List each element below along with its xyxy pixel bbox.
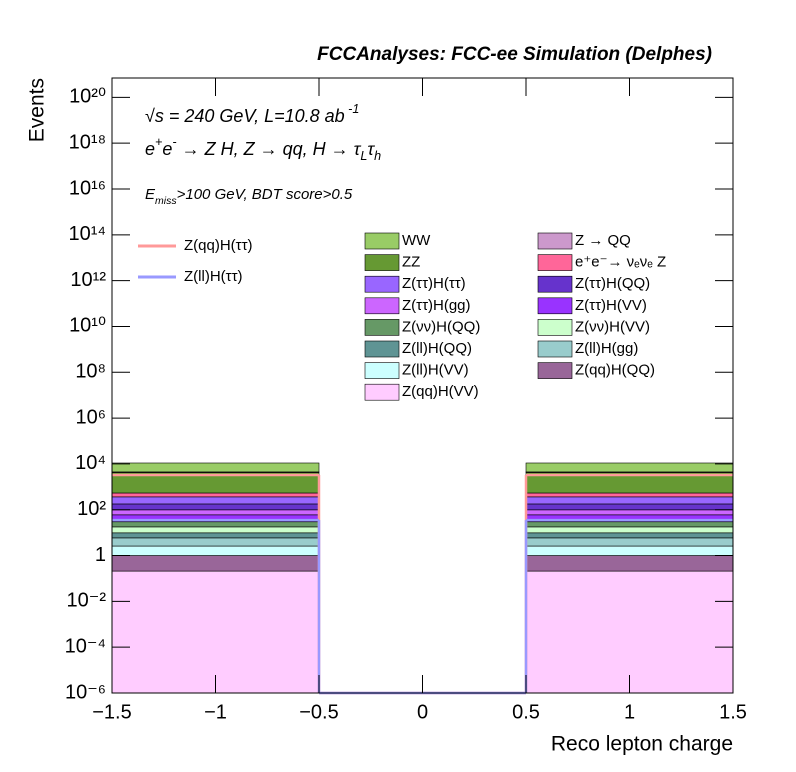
- legend-swatch: [537, 362, 573, 379]
- legend-label: Z(qq)H(QQ): [575, 362, 655, 379]
- legend-swatch: [364, 297, 400, 315]
- legend-label: Z(ττ)H(gg): [402, 297, 471, 314]
- y-tick-label: 10¹⁴: [69, 223, 107, 245]
- histogram-segment: [111, 570, 320, 694]
- histogram-segment: [525, 570, 734, 694]
- legend-swatch: [364, 232, 400, 250]
- histogram-segment: [525, 509, 734, 516]
- histogram-segment: [111, 532, 320, 539]
- x-tick-label: −0.5: [299, 701, 338, 723]
- x-tick-label: 0: [417, 701, 428, 723]
- annotation: Emiss>100 GeV, BDT score>0.5: [145, 186, 353, 207]
- y-tick-label: 10¹⁰: [69, 315, 106, 337]
- annotation-part: +: [155, 135, 162, 149]
- histogram-segment: [525, 526, 734, 534]
- legend-swatch: [364, 275, 400, 293]
- legend-swatch: [364, 319, 400, 336]
- y-tick-label: 10⁻⁴: [65, 635, 106, 657]
- legend-swatch: [364, 362, 400, 379]
- y-tick-label: 10¹²: [70, 269, 106, 291]
- x-tick-label: 1: [624, 701, 635, 723]
- legend-label: Z(ll)H(VV): [402, 362, 469, 379]
- annotation-part: miss: [155, 195, 177, 207]
- histogram-segment: [111, 537, 320, 547]
- histogram-segment: [111, 545, 320, 556]
- legend-swatch: [537, 319, 573, 336]
- legend-label: Z(qq)H(VV): [402, 383, 479, 400]
- annotation: √s = 240 GeV, L=10.8 ab -1: [145, 102, 359, 125]
- annotation-part: -: [172, 135, 176, 149]
- y-tick-label: 10¹⁶: [69, 177, 106, 199]
- y-tick-label: 10⁻⁶: [65, 681, 106, 703]
- histogram-segment: [525, 503, 734, 511]
- legend-label: Z(qq)H(ττ): [184, 237, 253, 254]
- annotation-part: >100 GeV, BDT score>0.5: [177, 186, 353, 203]
- y-axis-label: Events: [26, 78, 49, 142]
- annotation-part: L: [360, 149, 367, 163]
- legend-label: Z(νν)H(VV): [575, 318, 650, 335]
- annotation-part: h: [374, 149, 381, 163]
- histogram-segment: [525, 521, 734, 528]
- histogram-segment: [111, 496, 320, 505]
- legend-swatch: [364, 254, 400, 271]
- histogram-segment: [111, 509, 320, 516]
- x-tick-label: 1.5: [719, 701, 747, 723]
- histogram-segment: [525, 532, 734, 539]
- histogram-segment: [525, 537, 734, 547]
- legend-label: WW: [402, 232, 431, 249]
- y-tick-label: 10²⁰: [69, 86, 106, 108]
- y-tick-label: 1: [95, 544, 106, 566]
- histogram-segment: [111, 503, 320, 511]
- y-tick-label: 10⁴: [75, 452, 106, 474]
- histogram-segment: [525, 496, 734, 505]
- y-tick-label: 10⁶: [76, 406, 106, 428]
- legend-swatch: [537, 340, 573, 358]
- legend-label: Z(ττ)H(ττ): [402, 275, 466, 292]
- x-axis-label: Reco lepton charge: [551, 733, 733, 756]
- y-tick-label: 10⁸: [75, 361, 106, 383]
- legend-swatch: [537, 275, 573, 293]
- histogram-segment: [111, 462, 320, 473]
- y-tick-label: 10¹⁸: [69, 131, 106, 153]
- annotation-part: E: [145, 186, 156, 203]
- legend-swatch: [364, 383, 400, 401]
- histogram-segment: [111, 492, 320, 498]
- legend-label: Z(ll)H(QQ): [402, 340, 472, 357]
- histogram-segment: [525, 555, 734, 572]
- legend-label: ZZ: [402, 254, 420, 271]
- legend-label: Z(ll)H(ττ): [184, 268, 243, 285]
- chart-title: FCCAnalyses: FCC-ee Simulation (Delphes): [317, 44, 712, 65]
- legend-swatch: [537, 297, 573, 315]
- histogram-segment: [525, 462, 734, 473]
- legend-label: e⁺e⁻→ νₑνₑ Z: [575, 254, 666, 271]
- histogram-segment: [111, 526, 320, 534]
- legend-swatch: [537, 232, 573, 250]
- x-tick-label: 0.5: [512, 701, 540, 723]
- annotation-part: τ: [367, 139, 375, 159]
- annotation-part: e: [162, 139, 172, 159]
- annotation-part: -1: [345, 102, 360, 116]
- histogram-segment: [111, 521, 320, 528]
- y-tick-label: 10²: [77, 498, 106, 520]
- histogram-segment: [111, 555, 320, 572]
- legend-label: Z(ττ)H(VV): [575, 297, 647, 314]
- legend-swatch: [537, 254, 573, 271]
- legend-label: Z → QQ: [575, 232, 631, 249]
- histogram-segment: [525, 545, 734, 556]
- legend-label: Z(νν)H(QQ): [402, 318, 480, 335]
- annotation-part: e: [145, 139, 155, 159]
- annotation-part: √s = 240 GeV, L=10.8 ab: [145, 106, 345, 126]
- annotation: e+e- → Z H, Z → qq, H → τLτh: [145, 135, 381, 163]
- legend-label: Z(ττ)H(QQ): [575, 275, 650, 292]
- histogram-segment: [525, 492, 734, 498]
- legend-swatch: [364, 340, 400, 358]
- x-tick-label: −1.5: [92, 701, 131, 723]
- x-tick-label: −1: [204, 701, 227, 723]
- y-tick-label: 10⁻²: [67, 590, 107, 612]
- legend-label: Z(ll)H(gg): [575, 340, 638, 357]
- annotation-part: → Z H, Z → qq, H → τ: [177, 139, 362, 159]
